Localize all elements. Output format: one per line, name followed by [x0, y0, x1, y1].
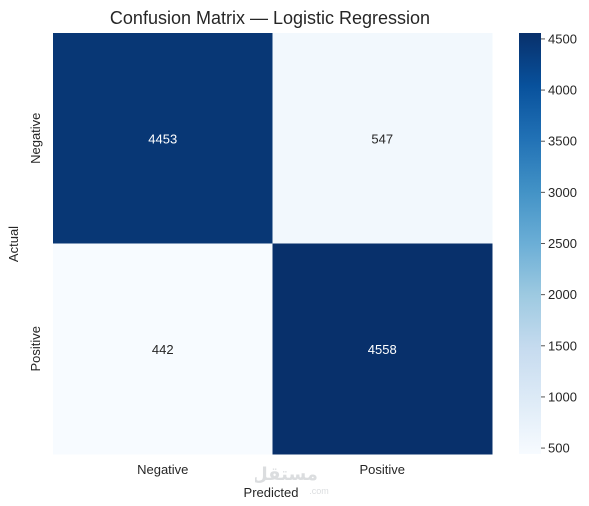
colorbar-tick-label: 3500: [548, 134, 577, 149]
colorbar: [519, 33, 541, 454]
colorbar-tick-label: 1500: [548, 338, 577, 353]
x-tick-label: Positive: [359, 462, 405, 477]
cell-value-label: 547: [371, 131, 393, 146]
colorbar-tick-label: 1000: [548, 389, 577, 404]
heatmap-cell: [272, 243, 493, 455]
colorbar-tick-label: 4500: [548, 31, 577, 46]
cell-value-label: 4453: [148, 131, 177, 146]
cell-value-label: 442: [152, 342, 174, 357]
y-tick-labels: Negative Positive: [28, 113, 43, 372]
colorbar-tick-label: 500: [548, 441, 570, 456]
x-axis-label: Predicted: [244, 485, 299, 500]
y-tick-label: Negative: [28, 113, 43, 164]
colorbar-tick-label: 2500: [548, 236, 577, 251]
cell-value-label: 4558: [368, 342, 397, 357]
x-tick-labels: Negative Positive: [137, 462, 405, 477]
colorbar-tick-label: 2000: [548, 287, 577, 302]
heatmap-cell: [53, 243, 273, 455]
colorbar-tick-label: 4000: [548, 83, 577, 98]
x-tick-label: Negative: [137, 462, 188, 477]
colorbar-tick-label: 3000: [548, 185, 577, 200]
heatmap-cell: [53, 33, 273, 244]
heatmap-cell: [272, 33, 493, 244]
colorbar-ticks: 500 1000 1500 2000 2500 3000 3500 4000 4500: [541, 31, 577, 456]
chart-title: Confusion Matrix — Logistic Regression: [110, 8, 430, 28]
y-axis-label: Actual: [6, 226, 21, 262]
heatmap-cells: [53, 33, 493, 455]
y-tick-label: Positive: [28, 326, 43, 372]
heatmap-cell-labels: 4453 547 442 4558: [148, 131, 396, 357]
